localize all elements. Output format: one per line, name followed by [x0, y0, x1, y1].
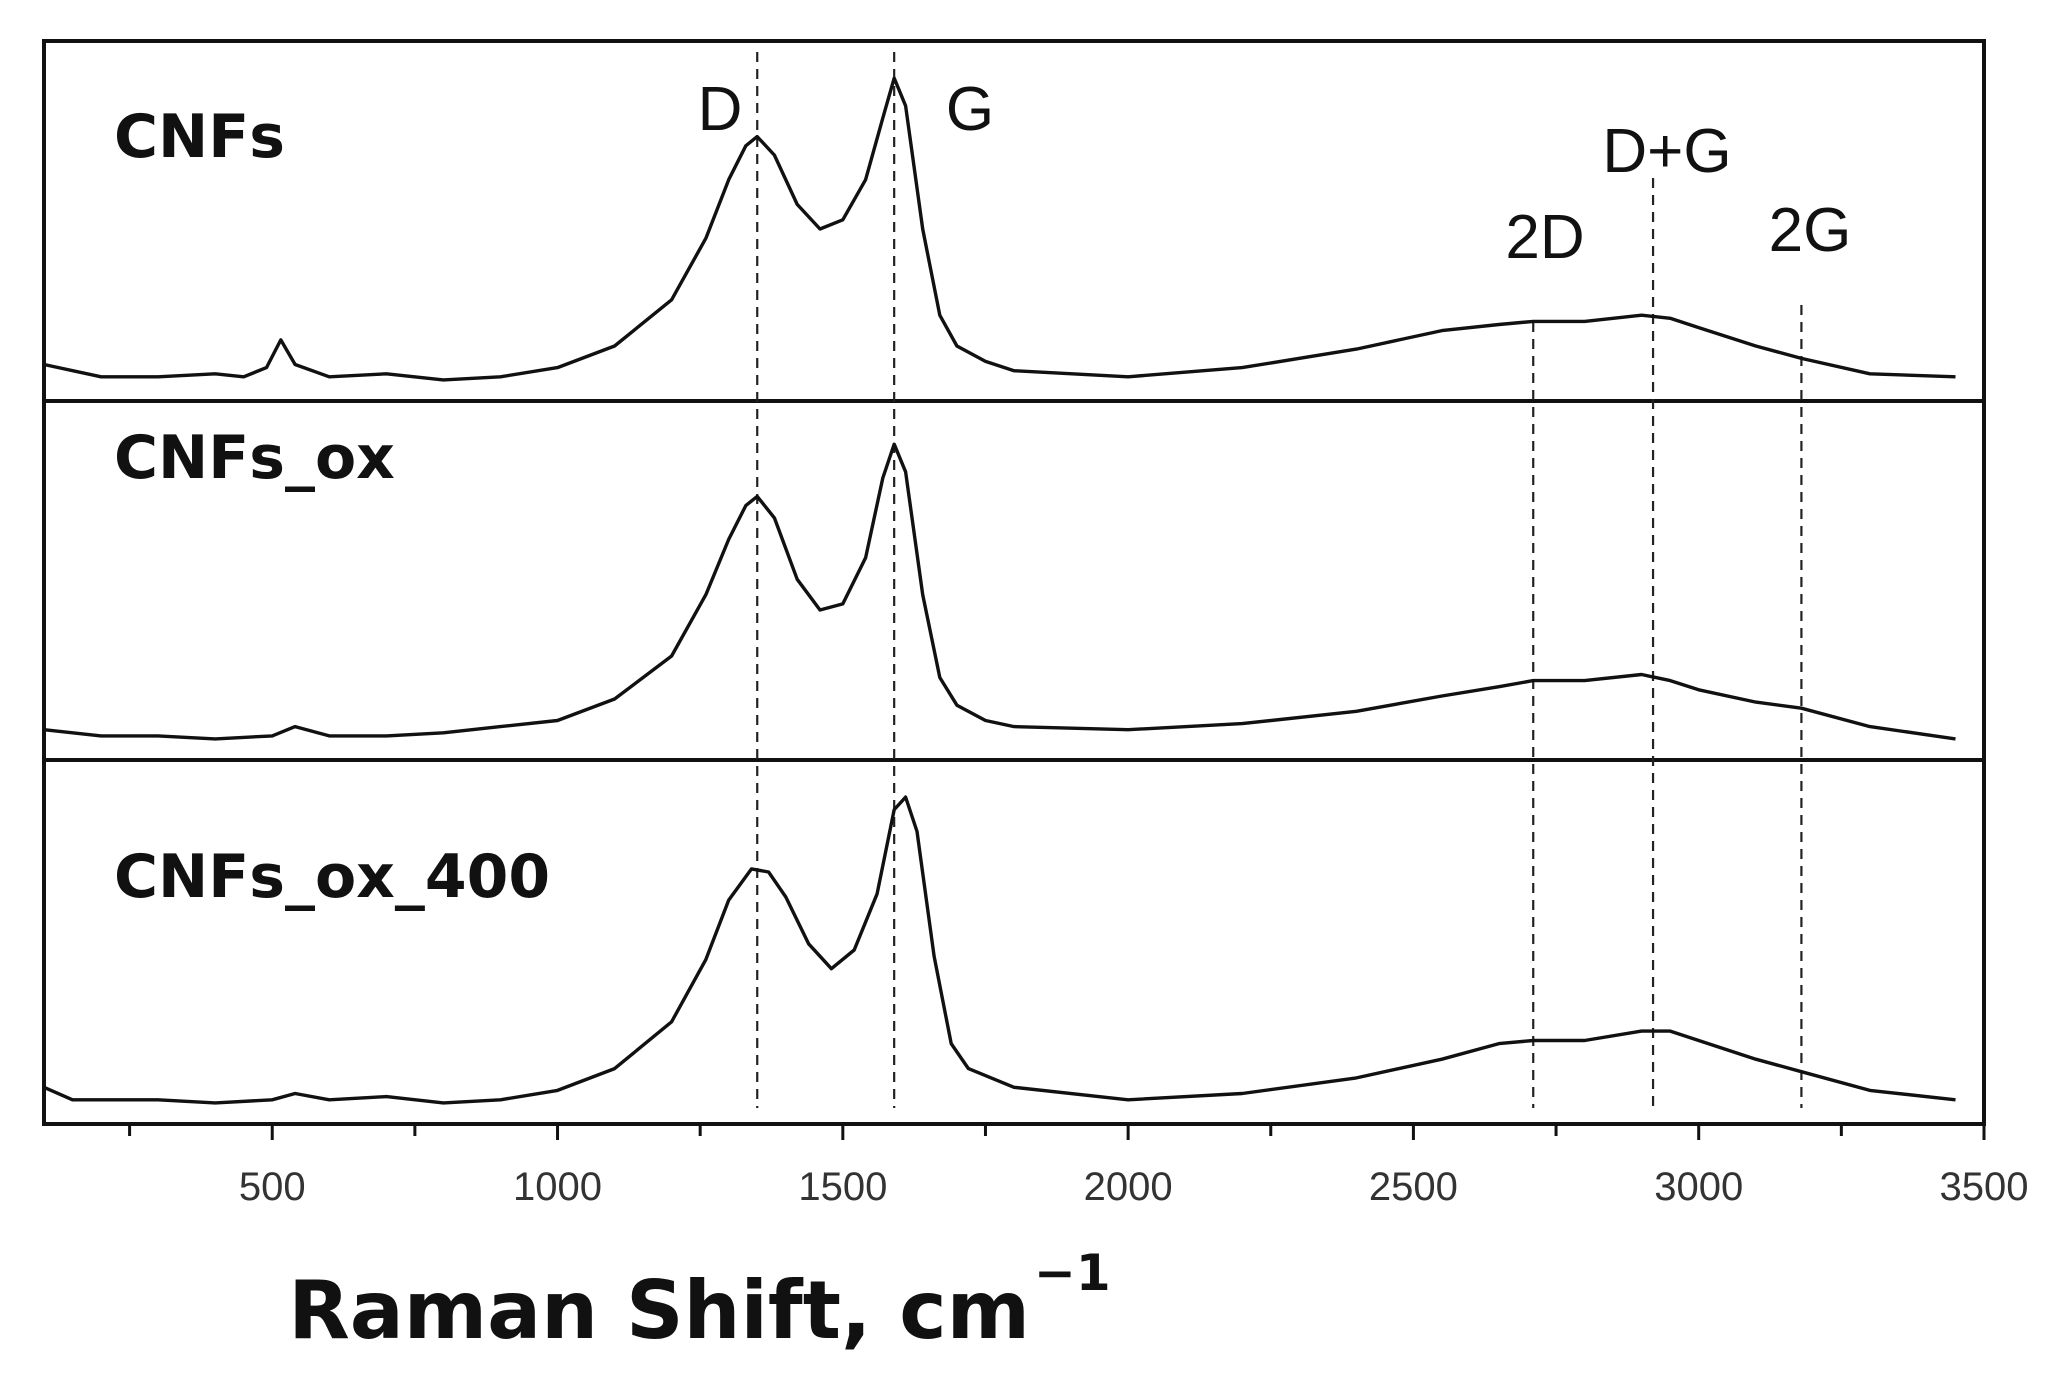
spectrum-cnfs — [43, 76, 1956, 382]
x-tick-label: 3000 — [1654, 1165, 1743, 1209]
x-tick-label: 1500 — [798, 1165, 887, 1209]
spectrum-cnfs-ox — [43, 442, 1956, 741]
x-tick-label: 500 — [239, 1165, 306, 1209]
x-tick-label: 2000 — [1084, 1165, 1173, 1209]
peak-label-2d: 2D — [1505, 203, 1584, 272]
x-axis: 500 1000 1500 2000 2500 3000 3500 — [128, 1124, 2029, 1209]
x-tick-label: 2500 — [1369, 1165, 1458, 1209]
x-tick-label: 1000 — [513, 1165, 602, 1209]
plot-frame — [42, 39, 1986, 1126]
peak-label-d: D — [698, 75, 743, 144]
peak-label-dplusg: D+G — [1602, 117, 1731, 186]
panel-label-cnfs-ox-400: CNFs_ox_400 — [114, 842, 550, 912]
spectrum-curves — [43, 76, 1956, 1105]
peak-marker-lines — [756, 52, 1803, 1108]
x-tick-label: 3500 — [1940, 1165, 2029, 1209]
x-axis-title-superscript: −1 — [1034, 1244, 1111, 1302]
peak-label-g: G — [946, 75, 994, 144]
peak-labels: D G 2D D+G 2G — [698, 75, 1852, 272]
spectrum-cnfs-ox-400 — [43, 795, 1956, 1105]
x-axis-title: Raman Shift, cm — [288, 1264, 1030, 1357]
panel-label-cnfs: CNFs — [114, 102, 285, 172]
panels-frame — [42, 39, 1986, 1126]
panel-labels: CNFs CNFs_ox CNFs_ox_400 — [114, 102, 550, 912]
panel-label-cnfs-ox: CNFs_ox — [114, 423, 395, 493]
peak-label-2g: 2G — [1769, 196, 1852, 265]
